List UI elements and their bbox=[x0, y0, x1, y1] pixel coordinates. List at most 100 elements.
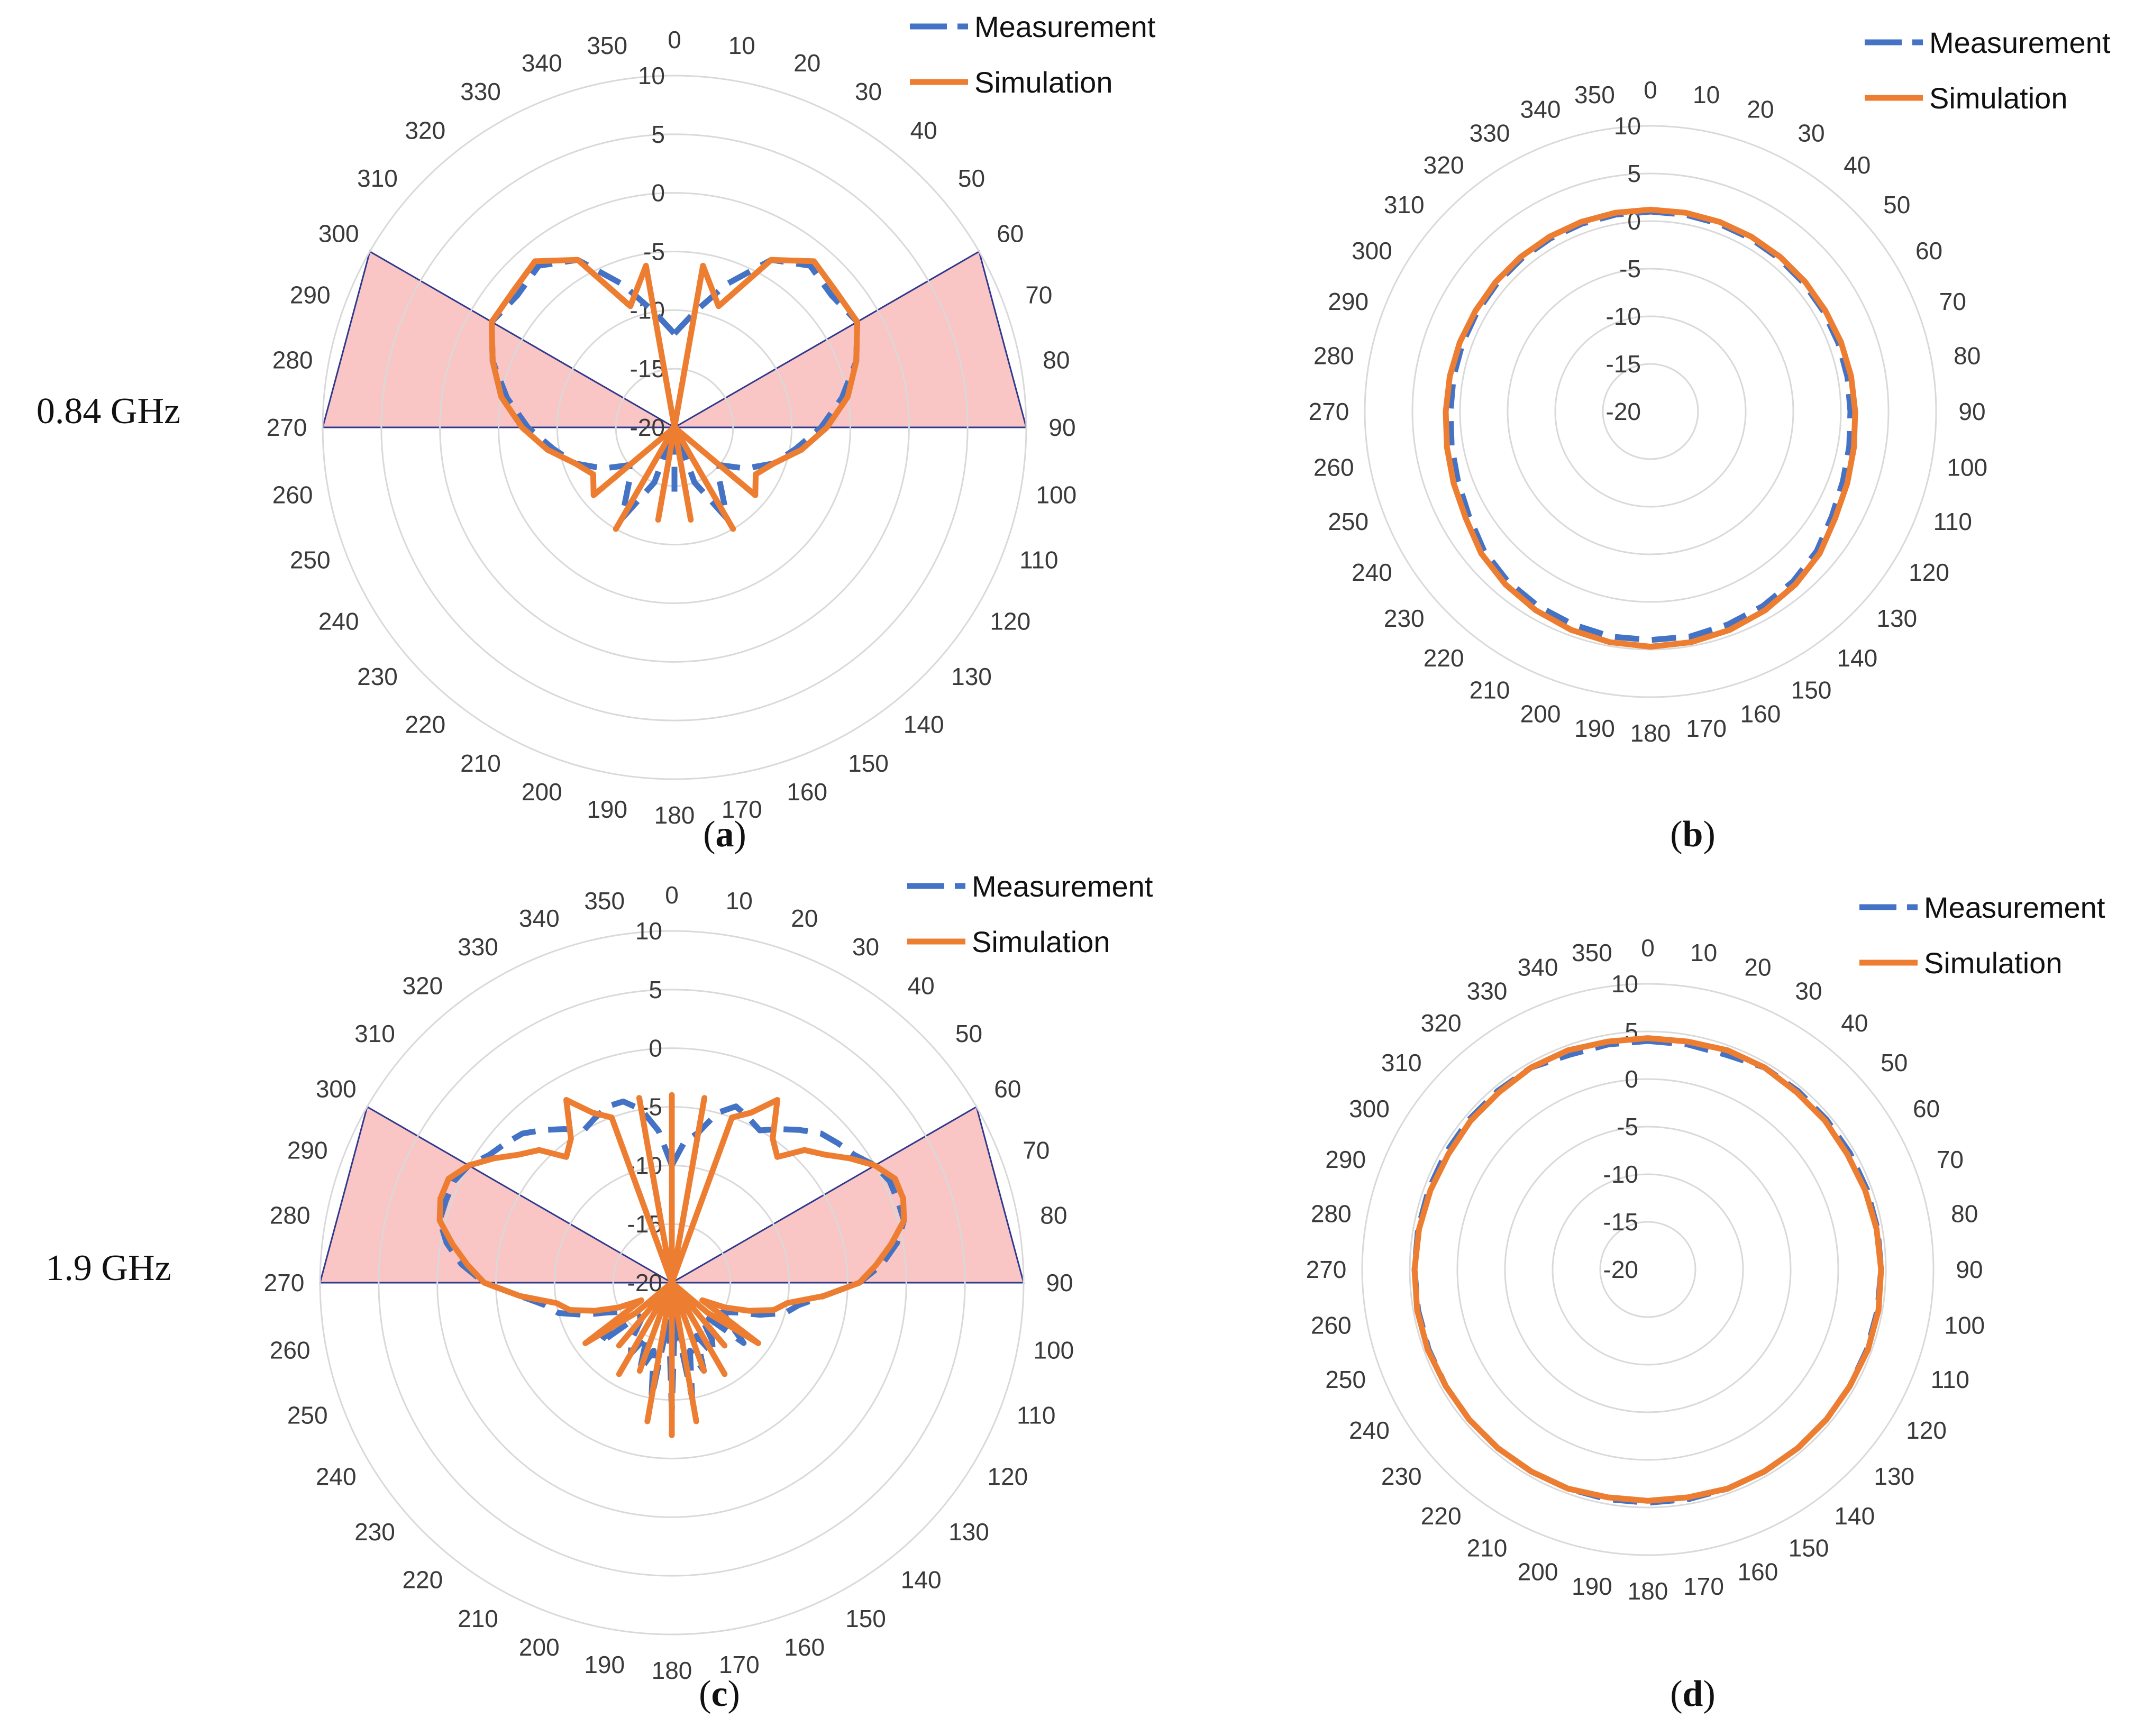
grid-ring-3 bbox=[1504, 1126, 1792, 1413]
grid-ring-1 bbox=[380, 133, 969, 721]
angle-tick-label: 100 bbox=[1947, 454, 1987, 481]
angle-tick-label: 20 bbox=[1744, 954, 1771, 981]
angle-tick-label: 350 bbox=[1572, 939, 1612, 966]
radial-tick-label: 0 bbox=[651, 179, 665, 207]
angle-tick-label: 310 bbox=[1384, 191, 1425, 218]
radial-tick-label: 10 bbox=[638, 62, 665, 89]
angle-tick-label: 270 bbox=[1309, 398, 1349, 425]
angle-tick-label: 200 bbox=[519, 1633, 560, 1661]
radial-tick-label: -20 bbox=[1606, 398, 1641, 425]
angle-tick-label: 50 bbox=[958, 165, 985, 192]
angle-tick-label: 80 bbox=[1954, 342, 1981, 369]
grid-ring-0 bbox=[1361, 983, 1935, 1556]
angle-tick-label: 30 bbox=[1795, 977, 1822, 1004]
angle-tick-label: 200 bbox=[522, 778, 562, 806]
angle-tick-label: 320 bbox=[402, 972, 443, 999]
angle-tick-label: 280 bbox=[1313, 342, 1354, 369]
radial-tick-label: -5 bbox=[1617, 1113, 1638, 1140]
grid-ring-0 bbox=[1364, 125, 1937, 698]
angle-tick-label: 120 bbox=[990, 608, 1030, 635]
radial-tick-label: -15 bbox=[630, 355, 665, 382]
angle-tick-label: 120 bbox=[987, 1463, 1028, 1491]
angle-tick-label: 110 bbox=[1933, 508, 1972, 535]
angle-tick-label: 230 bbox=[357, 663, 398, 690]
angle-tick-label: 310 bbox=[1381, 1049, 1422, 1076]
legend-label-simulation: Simulation bbox=[1924, 946, 2062, 980]
angle-tick-label: 170 bbox=[722, 796, 762, 823]
angle-tick-label: 40 bbox=[1844, 151, 1871, 179]
angle-tick-label: 120 bbox=[1906, 1417, 1947, 1444]
row-label-bottom: 1.9 GHz bbox=[45, 1248, 171, 1289]
angle-tick-label: 210 bbox=[460, 750, 501, 777]
angle-tick-label: 150 bbox=[848, 750, 889, 777]
radial-tick-label: 0 bbox=[649, 1035, 662, 1062]
angle-tick-label: 90 bbox=[1956, 1256, 1983, 1283]
angle-tick-label: 300 bbox=[1349, 1095, 1390, 1122]
angle-tick-label: 290 bbox=[290, 281, 331, 308]
grid-ring-4 bbox=[1554, 315, 1747, 508]
angle-tick-label: 160 bbox=[784, 1633, 825, 1661]
angle-tick-label: 300 bbox=[318, 220, 359, 248]
angle-tick-label: 170 bbox=[719, 1651, 760, 1678]
angle-tick-label: 60 bbox=[1915, 237, 1942, 264]
angle-tick-label: 70 bbox=[1025, 281, 1052, 308]
grid-ring-0 bbox=[319, 930, 1025, 1636]
panel-caption-b: (b) bbox=[1670, 814, 1716, 855]
angle-tick-label: 240 bbox=[1352, 559, 1392, 586]
angle-tick-label: 170 bbox=[1683, 1573, 1724, 1600]
angle-tick-label: 180 bbox=[652, 1657, 692, 1684]
grid-ring-4 bbox=[556, 309, 793, 546]
angle-tick-label: 150 bbox=[1789, 1534, 1829, 1562]
angle-tick-label: 50 bbox=[1883, 191, 1910, 218]
angle-tick-label: 150 bbox=[1791, 677, 1832, 704]
angle-tick-label: 230 bbox=[1384, 605, 1425, 632]
grid-ring-2 bbox=[436, 1047, 907, 1518]
angle-tick-label: 280 bbox=[270, 1202, 311, 1229]
radial-tick-label: 10 bbox=[1614, 112, 1641, 140]
radial-tick-label: 0 bbox=[1625, 1065, 1638, 1093]
angle-tick-label: 250 bbox=[287, 1402, 328, 1429]
angle-tick-label: 220 bbox=[402, 1566, 443, 1594]
angle-tick-label: 260 bbox=[272, 481, 313, 508]
angle-tick-label: 0 bbox=[668, 26, 681, 53]
angle-tick-label: 170 bbox=[1686, 715, 1727, 742]
angle-tick-label: 280 bbox=[1311, 1200, 1352, 1227]
legend-label-simulation: Simulation bbox=[974, 66, 1112, 99]
angle-tick-label: 330 bbox=[460, 78, 501, 105]
angle-tick-label: 280 bbox=[272, 346, 313, 374]
angle-tick-label: 270 bbox=[267, 414, 307, 441]
angle-tick-label: 300 bbox=[1352, 237, 1392, 264]
grid-ring-1 bbox=[1409, 1030, 1887, 1509]
grid-ring-1 bbox=[1411, 172, 1890, 651]
grid-ring-1 bbox=[378, 989, 966, 1577]
angle-tick-label: 180 bbox=[1630, 719, 1671, 747]
legend-label-measurement: Measurement bbox=[972, 870, 1153, 903]
radial-tick-label: -5 bbox=[1619, 255, 1641, 282]
grid-ring-5 bbox=[1602, 363, 1699, 460]
angle-tick-label: 20 bbox=[1747, 96, 1774, 123]
angle-tick-label: 230 bbox=[1381, 1463, 1422, 1490]
angle-tick-label: 180 bbox=[1628, 1577, 1668, 1605]
angle-tick-label: 70 bbox=[1937, 1146, 1964, 1173]
legend-label-measurement: Measurement bbox=[1924, 891, 2105, 924]
grid-ring-3 bbox=[1507, 268, 1794, 555]
angle-tick-label: 290 bbox=[1325, 1146, 1366, 1173]
radial-tick-label: -15 bbox=[1606, 350, 1641, 378]
radial-tick-label: -15 bbox=[1603, 1208, 1638, 1236]
radial-tick-label: 5 bbox=[1627, 160, 1641, 187]
angle-tick-label: 210 bbox=[1470, 677, 1510, 704]
angle-tick-label: 330 bbox=[1467, 977, 1508, 1004]
angle-tick-label: 250 bbox=[1328, 508, 1368, 535]
angle-tick-label: 340 bbox=[1518, 954, 1558, 981]
radial-tick-label: 5 bbox=[649, 976, 662, 1003]
angle-tick-label: 130 bbox=[951, 663, 992, 690]
angle-tick-label: 100 bbox=[1036, 481, 1076, 508]
angle-tick-label: 60 bbox=[997, 220, 1024, 248]
angle-tick-label: 140 bbox=[901, 1566, 942, 1594]
angle-tick-label: 350 bbox=[584, 887, 625, 915]
angle-tick-label: 160 bbox=[787, 778, 827, 806]
angle-tick-label: 130 bbox=[1876, 605, 1917, 632]
angle-tick-label: 10 bbox=[726, 887, 753, 915]
angle-tick-label: 210 bbox=[458, 1605, 498, 1632]
angle-tick-label: 30 bbox=[1798, 119, 1824, 147]
